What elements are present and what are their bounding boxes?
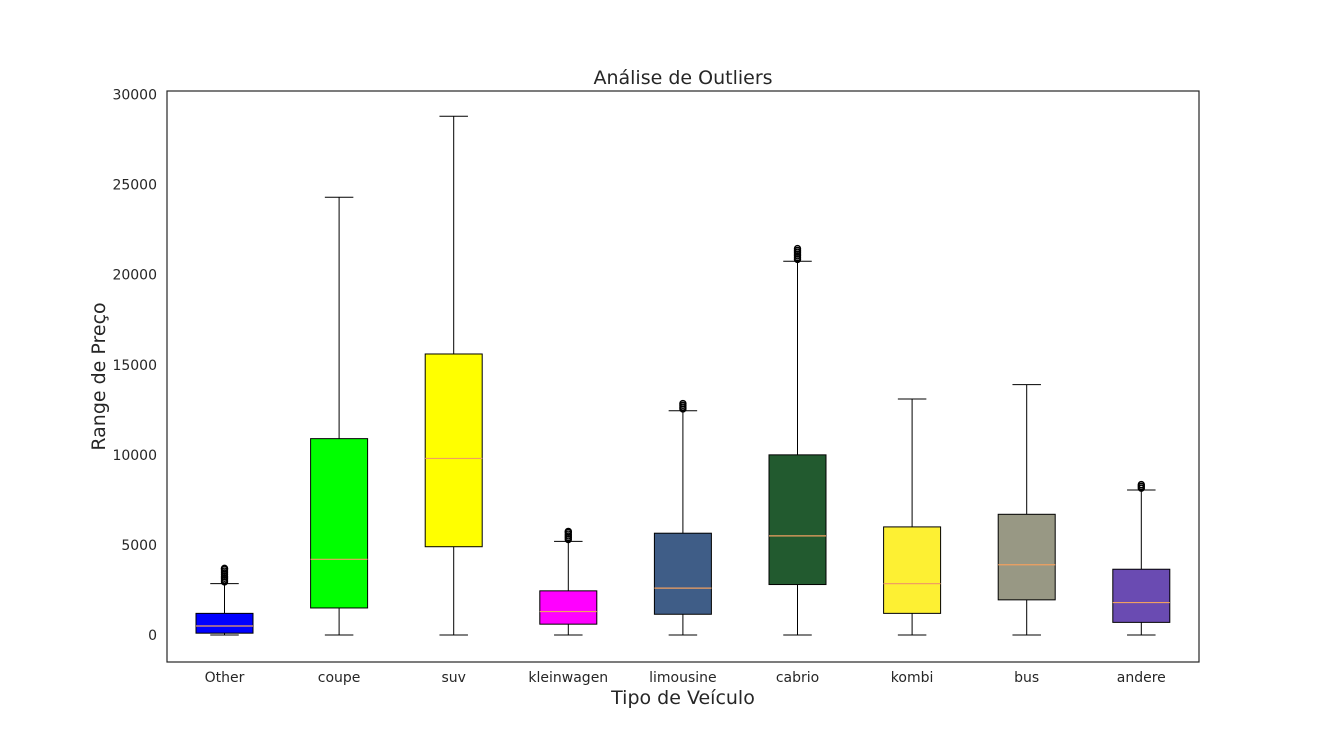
box-iqr bbox=[539, 590, 598, 625]
y-tick-label: 20000 bbox=[112, 268, 157, 284]
box-iqr bbox=[310, 438, 369, 609]
box-andere bbox=[1112, 480, 1171, 636]
x-axis-label: Tipo de Veículo bbox=[610, 687, 755, 709]
x-tick-label: bus bbox=[1014, 670, 1039, 686]
y-tick-label: 15000 bbox=[112, 358, 157, 374]
plot-frame bbox=[166, 90, 1200, 663]
x-tick-label: limousine bbox=[649, 670, 717, 686]
x-tick-label: cabrio bbox=[776, 670, 819, 686]
y-tick-label: 0 bbox=[148, 628, 157, 644]
x-tick-label: Other bbox=[205, 670, 245, 686]
box-iqr bbox=[997, 513, 1056, 601]
chart-title: Análise de Outliers bbox=[593, 67, 772, 89]
x-tick-label: suv bbox=[441, 670, 465, 686]
box-limousine bbox=[653, 399, 712, 636]
y-axis-label: Range de Preço bbox=[88, 302, 110, 450]
box-iqr bbox=[653, 532, 712, 615]
box-cabrio bbox=[768, 244, 827, 636]
x-tick-label: coupe bbox=[318, 670, 361, 686]
x-tick-label: kleinwagen bbox=[528, 670, 608, 686]
box-iqr bbox=[424, 353, 483, 548]
box-bus bbox=[997, 384, 1056, 636]
box-kleinwagen bbox=[539, 527, 598, 636]
outlier-point bbox=[793, 244, 802, 253]
outlier-point bbox=[679, 399, 687, 408]
box-iqr bbox=[768, 454, 827, 586]
y-tick-label: 10000 bbox=[112, 448, 157, 464]
outlier-point bbox=[564, 527, 572, 536]
box-iqr bbox=[883, 526, 942, 614]
box-suv bbox=[424, 115, 483, 636]
y-tick-label: 5000 bbox=[121, 538, 157, 554]
outlier-point bbox=[220, 564, 229, 573]
y-tick-label: 25000 bbox=[112, 178, 157, 194]
box-iqr bbox=[1112, 568, 1171, 623]
x-tick-label: andere bbox=[1117, 670, 1166, 686]
box-coupe bbox=[310, 196, 369, 636]
box-Other bbox=[195, 564, 254, 636]
outlier-point bbox=[1137, 480, 1146, 489]
box-kombi bbox=[883, 398, 942, 636]
x-tick-label: kombi bbox=[891, 670, 934, 686]
y-tick-label: 30000 bbox=[112, 88, 157, 104]
box-iqr bbox=[195, 612, 254, 634]
